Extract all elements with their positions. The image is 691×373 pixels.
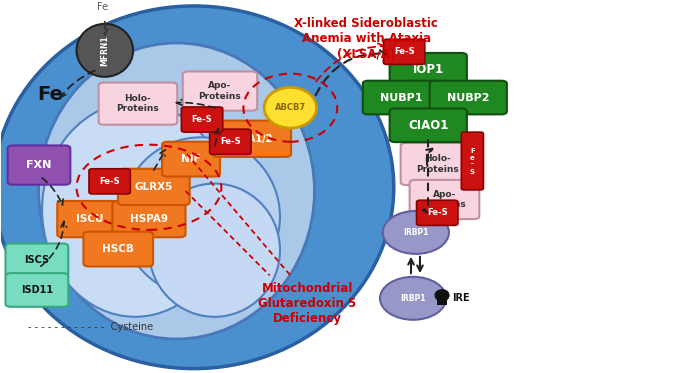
FancyBboxPatch shape	[363, 81, 440, 115]
FancyBboxPatch shape	[181, 107, 223, 132]
Text: Fe: Fe	[97, 2, 108, 12]
Text: NIF: NIF	[181, 154, 201, 164]
Text: ISCS: ISCS	[24, 256, 50, 265]
Text: IOP1: IOP1	[413, 63, 444, 76]
FancyBboxPatch shape	[462, 132, 484, 190]
FancyBboxPatch shape	[57, 201, 122, 237]
Ellipse shape	[42, 102, 228, 317]
FancyBboxPatch shape	[6, 273, 68, 307]
Text: Fe-S: Fe-S	[100, 177, 120, 186]
FancyBboxPatch shape	[384, 39, 425, 65]
Text: ABCB7: ABCB7	[275, 103, 306, 112]
FancyBboxPatch shape	[212, 121, 291, 157]
Text: - - - - - - - - - - - -  Cysteine: - - - - - - - - - - - - Cysteine	[28, 322, 153, 332]
Text: Fe: Fe	[37, 85, 64, 104]
FancyBboxPatch shape	[390, 53, 467, 87]
Text: Apo-
Proteins: Apo- Proteins	[423, 190, 466, 209]
FancyBboxPatch shape	[437, 295, 447, 305]
Ellipse shape	[380, 277, 446, 320]
Text: ISCA1/2: ISCA1/2	[231, 134, 273, 144]
Text: IRBP1: IRBP1	[403, 228, 428, 237]
Text: F
e
-
S: F e - S	[470, 147, 475, 175]
Text: X-linked Sideroblastic
Anemia with Ataxia
(XLSA/A): X-linked Sideroblastic Anemia with Ataxi…	[294, 17, 438, 60]
FancyBboxPatch shape	[417, 200, 458, 225]
Text: Fe-S: Fe-S	[191, 115, 212, 124]
FancyBboxPatch shape	[182, 72, 257, 111]
Ellipse shape	[122, 137, 280, 297]
FancyBboxPatch shape	[209, 129, 251, 154]
Text: Fe-S: Fe-S	[394, 47, 415, 56]
Text: ISD11: ISD11	[21, 285, 53, 295]
FancyBboxPatch shape	[430, 81, 507, 115]
Text: NUBP1: NUBP1	[380, 93, 423, 103]
Text: MFRN1: MFRN1	[100, 35, 109, 66]
Text: Holo-
Proteins: Holo- Proteins	[417, 154, 460, 174]
Ellipse shape	[149, 184, 280, 317]
Ellipse shape	[383, 211, 449, 254]
Text: IRE: IRE	[453, 293, 470, 303]
Text: Fe-S: Fe-S	[220, 137, 240, 146]
Text: GLRX5: GLRX5	[135, 182, 173, 192]
FancyBboxPatch shape	[390, 109, 467, 142]
FancyBboxPatch shape	[84, 232, 153, 266]
Text: Mitochondrial
Glutaredoxin 5
Deficiency: Mitochondrial Glutaredoxin 5 Deficiency	[258, 282, 357, 325]
Text: CIAO1: CIAO1	[408, 119, 448, 132]
FancyBboxPatch shape	[118, 169, 189, 205]
Ellipse shape	[39, 43, 314, 339]
Text: Holo-
Proteins: Holo- Proteins	[117, 94, 160, 113]
FancyBboxPatch shape	[8, 145, 70, 185]
Ellipse shape	[0, 6, 394, 369]
Ellipse shape	[264, 87, 316, 128]
Text: HSCB: HSCB	[102, 244, 134, 254]
FancyBboxPatch shape	[401, 143, 475, 185]
Text: NUBP2: NUBP2	[447, 93, 489, 103]
FancyBboxPatch shape	[6, 244, 68, 277]
Text: IRBP1: IRBP1	[400, 294, 426, 303]
Text: Apo-
Proteins: Apo- Proteins	[198, 81, 241, 101]
FancyBboxPatch shape	[89, 169, 131, 194]
FancyBboxPatch shape	[113, 201, 185, 237]
FancyBboxPatch shape	[410, 180, 480, 219]
Ellipse shape	[77, 24, 133, 77]
Text: FXN: FXN	[26, 160, 52, 170]
Text: ISCU: ISCU	[76, 214, 104, 224]
FancyBboxPatch shape	[99, 82, 177, 125]
FancyBboxPatch shape	[162, 142, 220, 176]
Text: Fe-S: Fe-S	[427, 208, 448, 217]
Ellipse shape	[435, 290, 449, 301]
Text: HSPA9: HSPA9	[130, 214, 168, 224]
